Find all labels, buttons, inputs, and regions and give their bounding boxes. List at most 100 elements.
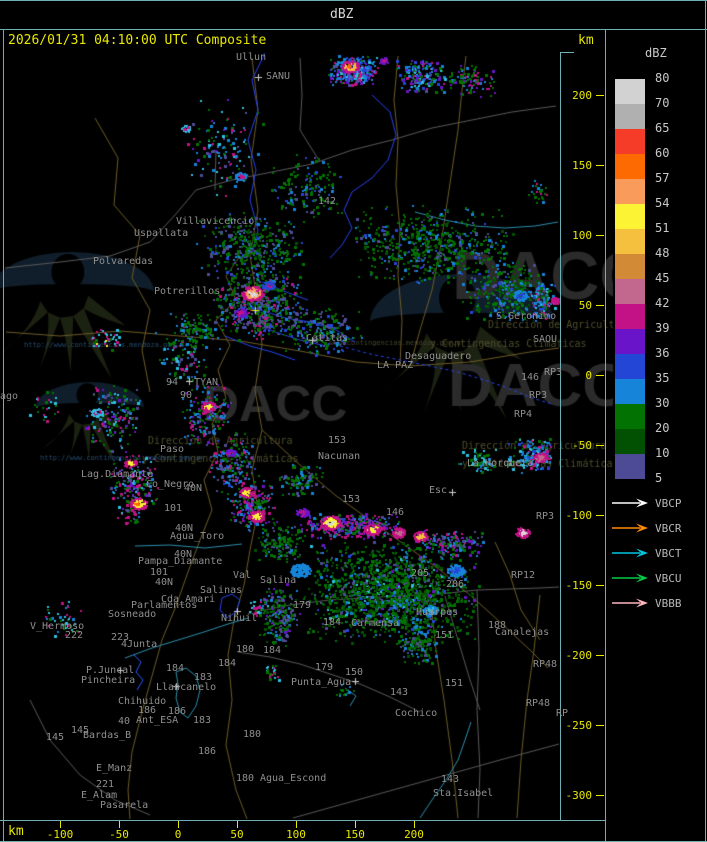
dbz-band bbox=[615, 154, 645, 179]
bottom-axis-tick-label: 200 bbox=[404, 828, 424, 841]
map-label: RP4 bbox=[514, 409, 533, 420]
right-axis-tick bbox=[596, 585, 604, 586]
map-label: Nacunan bbox=[318, 451, 361, 462]
map-right-edge bbox=[560, 52, 561, 820]
map-top-right-corner bbox=[560, 52, 574, 53]
map-label: Esc. bbox=[429, 485, 454, 496]
bottom-axis-tick-label: 150 bbox=[345, 828, 365, 841]
vbcu-arrow-icon bbox=[612, 573, 648, 583]
map-label: Sosneado bbox=[108, 609, 157, 620]
map-label: Potrerillos bbox=[154, 286, 221, 297]
map-label: RP48 bbox=[526, 698, 551, 709]
map-label: Punta_Agua bbox=[291, 677, 352, 688]
dbz-band-value: 60 bbox=[655, 146, 670, 160]
right-axis-tick bbox=[596, 795, 604, 796]
dbz-band-value: 70 bbox=[655, 96, 670, 110]
map-label: 40N bbox=[184, 483, 203, 494]
dbz-band bbox=[615, 329, 645, 354]
vbcp-arrow-icon bbox=[612, 498, 648, 508]
map-label: 101 bbox=[150, 567, 169, 578]
km-unit-top: km bbox=[578, 33, 594, 48]
map-label: 180 bbox=[243, 729, 262, 740]
right-axis-tick bbox=[596, 165, 604, 166]
map-label: Pampa_Diamante bbox=[138, 556, 223, 567]
bottom-axis-tick bbox=[296, 821, 297, 828]
map-label: 40N bbox=[155, 577, 174, 588]
map-label: 222 bbox=[65, 630, 84, 641]
map-label: 205 bbox=[411, 568, 430, 579]
right-axis-tick-label: -300 bbox=[565, 789, 593, 802]
map-label: 146 bbox=[521, 372, 540, 383]
right-axis-tick-label: 50 bbox=[578, 299, 592, 312]
map-label: V_Hermoso bbox=[30, 621, 85, 632]
right-axis-tick bbox=[596, 305, 604, 306]
map-label: 186 bbox=[138, 705, 157, 716]
dbz-band-value: 57 bbox=[655, 171, 670, 185]
axis-divider-line bbox=[605, 29, 606, 842]
map-label: 221 bbox=[96, 779, 115, 790]
frame-header-divider bbox=[0, 29, 707, 30]
bottom-axis-tick bbox=[178, 821, 179, 828]
map-label: Salinas bbox=[200, 585, 243, 596]
dbz-band bbox=[615, 79, 645, 104]
right-axis-tick-label: -150 bbox=[565, 579, 593, 592]
bottom-axis-tick bbox=[119, 821, 120, 828]
map-label: TYAN bbox=[194, 377, 219, 388]
right-axis-tick bbox=[596, 95, 604, 96]
right-axis-tick-label: 100 bbox=[572, 229, 592, 242]
map-label: Nihuil bbox=[221, 613, 258, 624]
dbz-band bbox=[615, 179, 645, 204]
map-label: 4Junta bbox=[121, 639, 158, 650]
map-label: Pasarela bbox=[100, 800, 149, 811]
vector-arrow-label: VBCR bbox=[655, 522, 682, 535]
vbcr-arrow-icon bbox=[612, 523, 648, 533]
vector-arrow-row bbox=[610, 546, 652, 560]
vector-arrow-label: VBCU bbox=[655, 572, 682, 585]
map-label: 90 bbox=[180, 390, 193, 401]
map-label: Canalejas bbox=[495, 627, 550, 638]
map-label: 184 bbox=[323, 617, 342, 628]
map-label: Salina bbox=[260, 575, 297, 586]
map-label: Parlamentos bbox=[131, 600, 198, 611]
map-label: Lag.Diamante bbox=[81, 469, 154, 480]
map-label: SANU bbox=[266, 71, 291, 82]
map-label: S.Geronimo bbox=[496, 311, 557, 322]
map-label: 151 bbox=[435, 630, 454, 641]
vector-arrow-label: VBBB bbox=[655, 597, 682, 610]
map-label: 223 bbox=[111, 632, 130, 643]
map-label: Paso bbox=[160, 444, 185, 455]
map-label: Cda_Amari bbox=[161, 594, 216, 605]
map-label: 183 bbox=[194, 672, 213, 683]
map-label: 151 bbox=[445, 678, 464, 689]
dbz-band bbox=[615, 204, 645, 229]
dbz-band-value: 35 bbox=[655, 371, 670, 385]
map-label: 188 bbox=[488, 620, 507, 631]
vector-arrow-row bbox=[610, 596, 652, 610]
map-label: 145 bbox=[71, 725, 90, 736]
map-label: 206 bbox=[446, 579, 465, 590]
map-label: Agua_Escond bbox=[260, 773, 327, 784]
dbz-band-value: 36 bbox=[655, 346, 670, 360]
dbz-band-value: 20 bbox=[655, 421, 670, 435]
dbz-band-value: 48 bbox=[655, 246, 670, 260]
map-label: RP12 bbox=[511, 570, 536, 581]
map-label: Co_Negro bbox=[146, 479, 195, 490]
frame-left-border bbox=[3, 29, 4, 842]
right-axis-tick-label: -250 bbox=[565, 719, 593, 732]
map-label: 184 bbox=[218, 658, 237, 669]
right-axis-tick-label: 200 bbox=[572, 89, 592, 102]
dbz-band bbox=[615, 104, 645, 129]
right-axis-tick bbox=[596, 235, 604, 236]
map-label: RP3 bbox=[529, 390, 548, 401]
map-label: Agua_Toro bbox=[170, 531, 225, 542]
right-axis-tick bbox=[596, 515, 604, 516]
right-axis-tick-label: 150 bbox=[572, 159, 592, 172]
map-label: 153 bbox=[342, 494, 361, 505]
right-axis-tick bbox=[596, 445, 604, 446]
right-axis-tick-label: 0 bbox=[585, 369, 592, 382]
map-label: 153 bbox=[328, 435, 347, 446]
map-label: Desaguadero bbox=[405, 351, 472, 362]
frame-top-border bbox=[0, 0, 707, 1]
vbbb-arrow-icon bbox=[612, 598, 648, 608]
